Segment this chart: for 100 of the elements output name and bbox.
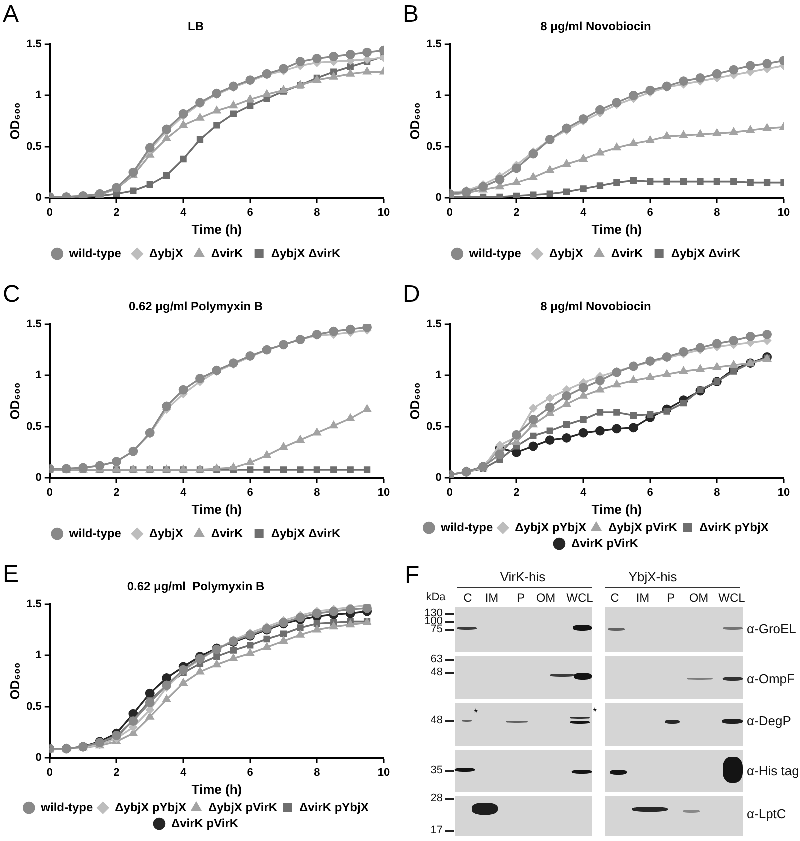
text: C [3, 281, 20, 308]
x-tick-label: 2 [514, 486, 520, 499]
text: 63 [430, 654, 443, 666]
x-axis-title: Time (h) [192, 222, 242, 237]
legend-label: ΔybjX pVirK [208, 800, 278, 814]
point [712, 128, 722, 136]
text: OM [689, 591, 709, 605]
legend-label: wild-type [468, 246, 522, 260]
y-tick-label: 1 [36, 370, 42, 382]
point [696, 343, 706, 353]
legend-label: ΔybjX ΔvirK [671, 246, 741, 260]
x-tick-label: 6 [247, 766, 254, 779]
point [714, 178, 721, 186]
point [247, 102, 254, 110]
y-tick-label: 0 [436, 192, 442, 204]
point [562, 159, 572, 168]
point [746, 61, 756, 71]
point [596, 148, 605, 156]
point [364, 466, 371, 474]
text: YbjX-his [628, 570, 678, 584]
point [247, 642, 254, 649]
legend-label: ΔvirK pYbjX [700, 520, 769, 534]
x-axis-title: Time (h) [592, 222, 642, 237]
text: VirK-his [500, 570, 546, 584]
x-tick-label: 10 [778, 206, 790, 219]
y-tick-label: 0 [36, 752, 42, 764]
point [314, 466, 321, 474]
point [214, 122, 220, 129]
point [614, 409, 620, 416]
text: * [592, 706, 598, 718]
point [330, 622, 338, 630]
point [279, 442, 288, 450]
point [545, 402, 555, 412]
point [662, 370, 672, 378]
point [229, 463, 238, 471]
point [596, 182, 604, 190]
text: WCL [566, 591, 594, 605]
text: P [516, 591, 526, 605]
point [279, 86, 288, 94]
text: IM [636, 591, 650, 605]
x-tick-label: 4 [580, 486, 588, 499]
point [179, 120, 188, 128]
legend-label: ΔybjX [549, 246, 584, 260]
point [612, 143, 622, 151]
point [579, 154, 588, 162]
point [229, 101, 238, 109]
point [212, 464, 222, 472]
point [346, 324, 356, 334]
point [578, 428, 588, 438]
y-tick-label: 1 [436, 370, 442, 382]
point [362, 324, 372, 332]
x-tick-label: 6 [647, 206, 654, 219]
point [346, 50, 356, 60]
point [580, 416, 587, 424]
point [712, 362, 722, 370]
point [546, 166, 554, 174]
x-tick-label: 6 [247, 486, 254, 499]
point [647, 411, 654, 418]
x-tick-label: 0 [446, 206, 453, 219]
x-tick-label: 6 [647, 486, 654, 499]
x-tick-label: 2 [114, 486, 120, 499]
point [314, 620, 321, 628]
x-tick-label: 2 [114, 206, 120, 219]
x-tick-label: 10 [378, 206, 390, 219]
point [496, 194, 504, 198]
x-tick-label: 2 [514, 206, 520, 219]
point [347, 466, 354, 474]
point [729, 336, 739, 346]
text: F [405, 562, 420, 589]
text: C [464, 591, 472, 605]
point [664, 408, 670, 415]
point [712, 69, 722, 79]
x-tick-label: 10 [778, 486, 790, 499]
point [512, 178, 522, 186]
point [730, 128, 738, 136]
point [212, 106, 222, 114]
point [178, 385, 188, 395]
y-tick-label: 1 [36, 650, 42, 662]
point [178, 109, 188, 119]
point [130, 188, 137, 194]
point [664, 178, 670, 186]
point [529, 172, 538, 180]
point [730, 368, 738, 375]
x-tick-label: 8 [314, 206, 320, 219]
x-tick-label: 8 [314, 486, 320, 499]
point [679, 76, 688, 86]
y-axis-title: OD₆₀₀ [407, 382, 422, 420]
point [562, 124, 572, 134]
point [629, 376, 638, 384]
text: 35 [430, 764, 443, 776]
point [330, 72, 338, 80]
point [280, 466, 288, 474]
chart-title: 8 μg/ml Novobiocin [540, 300, 652, 314]
point [262, 450, 272, 458]
point [264, 466, 270, 474]
x-tick-label: 8 [714, 206, 720, 219]
point [762, 59, 772, 69]
point [530, 192, 537, 198]
point [578, 383, 588, 393]
text: α-LptC [747, 806, 786, 822]
